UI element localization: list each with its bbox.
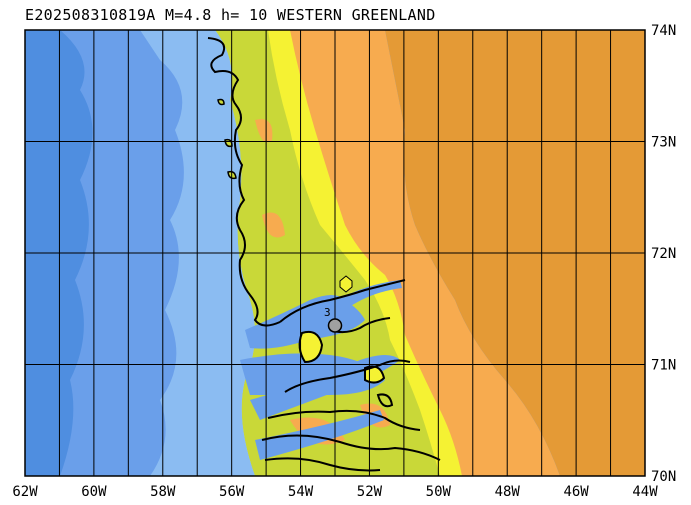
coastline [279, 279, 406, 323]
event-mark-label: 3 [324, 306, 331, 319]
map-frame [24, 29, 646, 477]
fjord-south2 [255, 410, 384, 460]
label-layer: 62W 60W 58W 56W 54W 52W 50W 48W 46W 44W 74N 73N 72N 7… [12, 23, 676, 500]
island [376, 393, 394, 408]
latitude-label: 70N [651, 469, 676, 485]
small-event-hexagon [339, 275, 353, 293]
longitude-label: 58W [150, 484, 176, 500]
coastline [264, 457, 381, 472]
latitude-label: 74N [651, 23, 676, 39]
coast-patch [262, 212, 285, 238]
coastline [329, 317, 391, 334]
longitude-label: 60W [81, 484, 107, 500]
marker-layer: 3 [324, 275, 353, 333]
island [298, 330, 324, 364]
longitude-label: 52W [357, 484, 383, 500]
coastline [207, 37, 281, 327]
map-title: E202508310819A M=4.8 h= 10 WESTERN GREEN… [25, 6, 436, 24]
coastline [267, 409, 421, 431]
latitude-label: 71N [651, 358, 676, 374]
coastline [284, 359, 411, 393]
grid-layer [25, 30, 645, 476]
longitude-label: 50W [426, 484, 452, 500]
island [217, 98, 225, 106]
epicenter-marker [327, 318, 343, 333]
longitude-label: 54W [288, 484, 314, 500]
longitude-label: 44W [632, 484, 658, 500]
coast-patch [255, 119, 273, 143]
longitude-label: 46W [563, 484, 589, 500]
latitude-label: 72N [651, 246, 676, 262]
latitude-label: 73N [651, 135, 676, 151]
fjord-north [330, 280, 402, 310]
fjord-bay [240, 353, 385, 395]
longitude-label: 62W [12, 484, 38, 500]
longitude-label: 56W [219, 484, 245, 500]
longitude-label: 48W [495, 484, 521, 500]
coastline [261, 434, 441, 461]
